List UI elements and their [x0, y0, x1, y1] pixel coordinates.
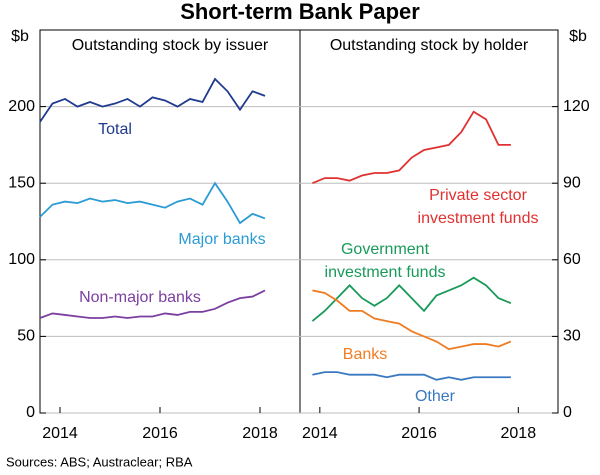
series-label: Banks: [343, 346, 387, 363]
chart-title: Short-term Bank Paper: [180, 0, 420, 24]
series-label: Private sector: [429, 187, 527, 204]
series-label: Major banks: [178, 231, 265, 248]
series-line: [311, 276, 512, 322]
y-tick-label: 200: [8, 98, 35, 115]
source: Sources: ABS; Austraclear; RBA: [6, 454, 193, 469]
x-tick-label: 2016: [142, 425, 178, 442]
series-line: [39, 289, 266, 319]
y-axis-unit: $b: [11, 28, 29, 45]
y-tick-label: 150: [8, 174, 35, 191]
y-tick-label: 100: [8, 251, 35, 268]
series-line: [312, 289, 512, 351]
panel-subtitle: Outstanding stock by issuer: [72, 37, 269, 54]
series-line: [39, 77, 266, 123]
y-tick-label: 0: [26, 404, 35, 421]
y-axis-unit: $b: [569, 28, 587, 45]
series-label: investment funds: [418, 210, 539, 227]
x-tick-label: 2014: [42, 425, 78, 442]
series-line: [312, 371, 511, 381]
series-label: Total: [98, 121, 132, 138]
series-line: [312, 110, 511, 185]
y-tick-label: 90: [563, 174, 581, 191]
x-tick-label: 2016: [401, 425, 437, 442]
series-line: [39, 181, 266, 225]
series-label: Other: [415, 388, 456, 405]
series-label: Non-major banks: [79, 289, 201, 306]
y-tick-label: 0: [563, 404, 572, 421]
y-tick-label: 30: [563, 328, 581, 345]
x-tick-label: 2014: [302, 425, 338, 442]
y-tick-label: 60: [563, 251, 581, 268]
x-tick-label: 2018: [242, 425, 278, 442]
panel-subtitle: Outstanding stock by holder: [330, 37, 529, 54]
y-tick-label: 50: [17, 328, 35, 345]
series-label: Government: [341, 241, 430, 258]
series-label: investment funds: [325, 264, 446, 281]
y-tick-label: 120: [563, 98, 590, 115]
x-tick-label: 2018: [501, 425, 537, 442]
